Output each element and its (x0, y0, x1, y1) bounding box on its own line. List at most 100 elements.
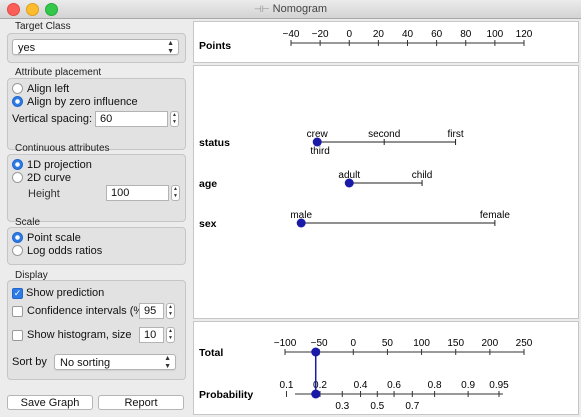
probability-tick-label: 0.4 (354, 380, 368, 391)
total-tick-label: 50 (382, 338, 394, 349)
target-class-select[interactable]: yes ▲ ▼ (12, 39, 179, 55)
points-tick-label: 100 (487, 29, 504, 40)
points-tick-label: 20 (373, 29, 385, 40)
report-button[interactable]: Report (98, 395, 184, 410)
projection-1d-radio[interactable] (12, 159, 23, 170)
attribute-name-age: age (199, 178, 217, 190)
total-tick-label: 200 (482, 338, 499, 349)
close-window-icon[interactable] (7, 3, 20, 16)
probability-tick-label: 0.95 (489, 380, 509, 391)
log-odds-label: Log odds ratios (27, 245, 103, 257)
total-tick-label: 150 (447, 338, 464, 349)
histogram-size-input[interactable]: 10 (139, 327, 164, 343)
histogram-label: Show histogram, size (27, 329, 132, 341)
points-ticks: −40 −20 0 20 40 60 80 100 120 (283, 29, 533, 46)
sort-by-value: No sorting (60, 357, 111, 369)
value-label-first: first (448, 129, 464, 140)
vertical-spacing-label: Vertical spacing: (12, 113, 93, 125)
height-label: Height (28, 188, 60, 200)
total-tick-label: 0 (351, 338, 357, 349)
window-title: Nomogram (272, 3, 328, 15)
points-tick-label: 120 (516, 29, 533, 40)
nomogram-icon: ⊣⊢ (253, 4, 270, 14)
prediction-plot: Total Probability −100 −50 0 50 100 150 200 250… (199, 338, 533, 412)
attribute-name-status: status (199, 137, 230, 149)
total-tick-label: −100 (274, 338, 297, 349)
confidence-checkbox[interactable] (12, 306, 23, 317)
value-marker-status[interactable] (312, 137, 322, 147)
show-prediction-label: Show prediction (26, 287, 105, 299)
updown-arrow-icon: ▲ ▼ (164, 355, 171, 370)
value-label-crew: crew (307, 129, 329, 140)
control-panel: Target Class yes ▲ ▼ Attribute placement … (0, 19, 192, 417)
vertical-spacing-stepper[interactable]: ▲ ▼ (170, 111, 179, 127)
points-tick-label: 80 (460, 29, 472, 40)
probability-tick-label: 0.6 (387, 380, 401, 391)
target-class-value: yes (18, 42, 36, 54)
value-label-male: male (290, 210, 312, 221)
title-bar: ⊣⊢ Nomogram (0, 0, 581, 19)
probability-marker[interactable] (311, 389, 321, 399)
scale-group: Point scale Log odds ratios (7, 227, 186, 265)
probability-tick-label: 0.2 (313, 380, 327, 391)
value-label-second: second (368, 129, 400, 140)
histogram-checkbox[interactable] (12, 330, 23, 341)
show-prediction-checkbox[interactable]: ✓ (12, 288, 23, 299)
value-label-adult: adult (338, 170, 360, 181)
value-marker-age[interactable] (344, 178, 354, 188)
align-zero-radio[interactable] (12, 96, 23, 107)
zoom-window-icon[interactable] (45, 3, 58, 16)
points-label: Points (199, 40, 231, 52)
log-odds-radio[interactable] (12, 245, 23, 256)
attributes-plot: status crew third second first age adult child s… (199, 129, 510, 230)
value-marker-sex[interactable] (296, 218, 306, 228)
probability-tick-label: 0.1 (280, 380, 294, 391)
display-heading: Display (15, 270, 48, 281)
total-marker[interactable] (311, 347, 321, 357)
attribute-placement-group: Align left Align by zero influence Verti… (7, 78, 186, 150)
probability-label: Probability (199, 389, 253, 401)
continuous-attributes-heading: Continuous attributes (15, 143, 110, 154)
display-group: ✓ Show prediction Confidence intervals (… (7, 280, 186, 380)
histogram-size-stepper[interactable]: ▲ ▼ (166, 327, 175, 343)
height-stepper[interactable]: ▲ ▼ (171, 185, 180, 201)
total-tick-label: −50 (311, 338, 328, 349)
confidence-label: Confidence intervals (%): (27, 305, 150, 317)
point-scale-label: Point scale (27, 232, 81, 244)
save-graph-button[interactable]: Save Graph (7, 395, 93, 410)
align-left-label: Align left (27, 83, 70, 95)
align-left-radio[interactable] (12, 83, 23, 94)
point-scale-radio[interactable] (12, 232, 23, 243)
total-label: Total (199, 347, 223, 359)
probability-tick-label: 0.8 (428, 380, 442, 391)
align-zero-label: Align by zero influence (27, 96, 138, 108)
curve-2d-radio[interactable] (12, 172, 23, 183)
target-class-heading: Target Class (15, 21, 71, 32)
scale-heading: Scale (15, 217, 41, 228)
sort-by-select[interactable]: No sorting ▲ ▼ (54, 354, 176, 370)
height-input[interactable]: 100 (106, 185, 169, 201)
updown-arrow-icon: ▲ ▼ (167, 40, 174, 55)
attributes-panel: status crew third second first age adult child s… (193, 65, 579, 319)
confidence-input[interactable]: 95 (139, 303, 164, 319)
value-label-third: third (310, 146, 329, 157)
minimize-window-icon[interactable] (26, 3, 39, 16)
points-axis: Points −40 −20 0 20 40 60 80 100 120 (199, 29, 533, 52)
projection-1d-label: 1D projection (27, 159, 92, 171)
probability-tick-label: 0.9 (461, 380, 475, 391)
target-class-group: yes ▲ ▼ (7, 33, 186, 63)
value-label-child: child (412, 170, 433, 181)
prediction-panel: Total Probability −100 −50 0 50 100 150 200 250… (193, 321, 579, 415)
attribute-name-sex: sex (199, 218, 217, 230)
probability-tick-label: 0.7 (405, 401, 419, 412)
confidence-stepper[interactable]: ▲ ▼ (166, 303, 175, 319)
points-tick-label: 0 (346, 29, 352, 40)
continuous-attributes-group: 1D projection 2D curve Height 100 ▲ ▼ (7, 154, 186, 222)
points-tick-label: −20 (312, 29, 329, 40)
points-tick-label: 40 (402, 29, 414, 40)
probability-tick-label: 0.3 (335, 401, 349, 412)
total-tick-label: 250 (516, 338, 533, 349)
vertical-spacing-input[interactable]: 60 (95, 111, 168, 127)
curve-2d-label: 2D curve (27, 172, 72, 184)
